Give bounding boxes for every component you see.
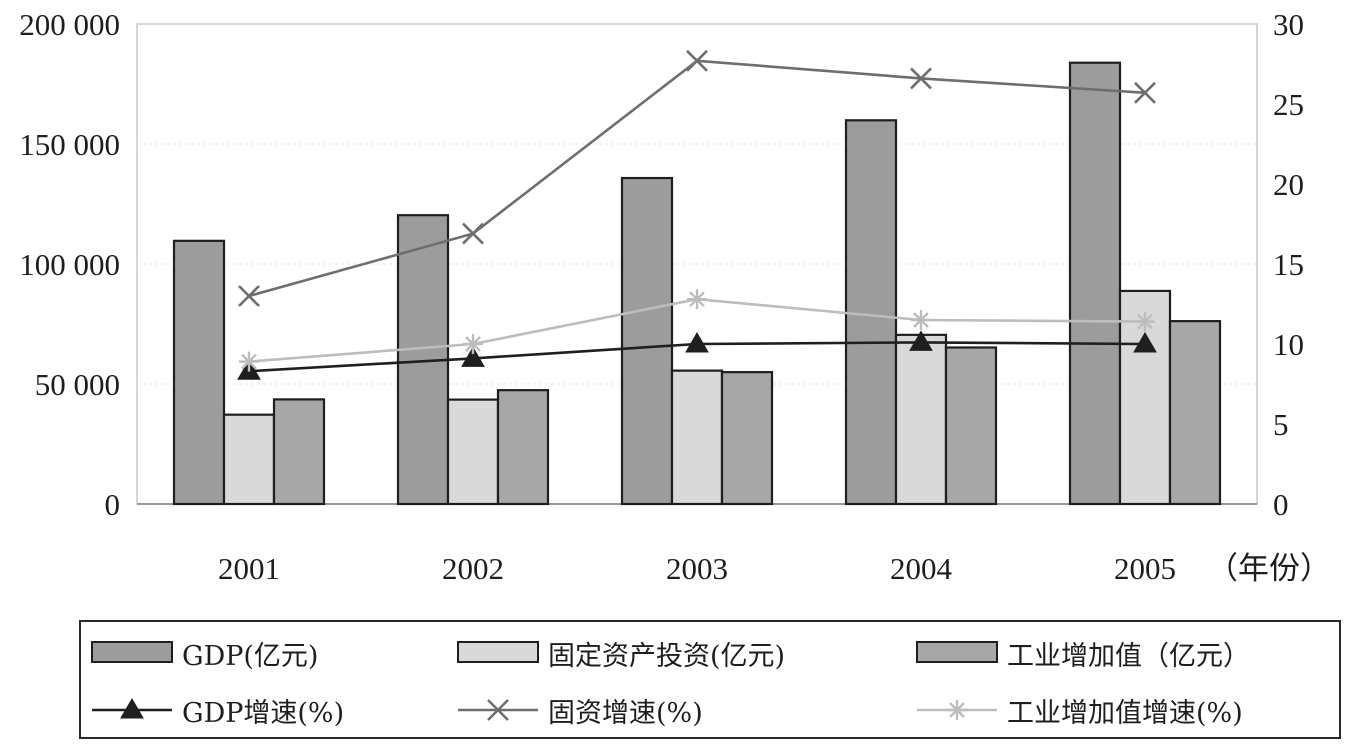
legend-label-industrial-value: 工业增加值（亿元） xyxy=(1007,641,1250,672)
legend-frame xyxy=(79,620,1341,739)
y-right-tick-label: 30 xyxy=(1273,7,1304,42)
line-point xyxy=(461,346,485,367)
x-tick-label: 2005 xyxy=(1114,551,1176,586)
bar xyxy=(222,413,276,506)
line-point xyxy=(909,330,933,351)
bar xyxy=(496,389,550,506)
y-right-tick-label: 15 xyxy=(1273,247,1304,282)
legend-symbols xyxy=(91,641,998,721)
line-point xyxy=(910,67,932,90)
line-point xyxy=(686,49,708,72)
line-point xyxy=(1135,311,1155,332)
line-point xyxy=(462,222,484,245)
line-point xyxy=(238,285,260,307)
y-left-tick-label: 0 xyxy=(105,487,121,522)
bar xyxy=(1168,320,1222,506)
y-right-tick-label: 0 xyxy=(1273,487,1289,522)
y-right-tick-label: 10 xyxy=(1273,327,1304,362)
legend-marker xyxy=(120,698,144,719)
legend-bar-swatch xyxy=(916,641,998,663)
bar xyxy=(894,333,948,506)
bar xyxy=(446,398,500,506)
bar xyxy=(620,176,674,506)
y-left-tick-label: 100 000 xyxy=(19,247,120,282)
y-left-tick-label: 50 000 xyxy=(35,367,120,402)
legend-label-gdp-growth: GDP增速(%) xyxy=(182,698,344,729)
line-layer xyxy=(237,49,1157,380)
y-right-tick-label: 5 xyxy=(1273,407,1289,442)
legend: GDP(亿元) 固定资产投资(亿元) 工业增加值（亿元） GDP增速(%) 固资… xyxy=(79,620,1341,739)
line-point xyxy=(687,289,707,310)
y-right-tick-label: 20 xyxy=(1273,167,1304,202)
bar xyxy=(172,239,226,506)
bar-layer xyxy=(172,61,1222,506)
legend-label-fixed-investment-growth: 固资增速(%) xyxy=(548,698,703,729)
line-point xyxy=(911,310,931,330)
x-axis-unit-label: （年份） xyxy=(1207,551,1331,586)
legend-bar-swatch xyxy=(91,641,173,663)
legend-bar-swatch xyxy=(457,641,539,663)
line-point xyxy=(685,332,709,353)
bar xyxy=(1068,61,1122,506)
legend-marker xyxy=(487,699,509,721)
legend-marker xyxy=(947,700,967,720)
bar xyxy=(720,371,774,506)
legend-label-industrial-growth: 工业增加值增速(%) xyxy=(1007,698,1243,729)
bar xyxy=(944,346,998,506)
line-point xyxy=(1134,81,1156,104)
y-right-tick-label: 25 xyxy=(1273,87,1304,122)
line-point xyxy=(239,351,259,372)
y-left-tick-label: 200 000 xyxy=(19,7,120,42)
line-point xyxy=(463,334,483,354)
x-tick-label: 2004 xyxy=(890,551,953,586)
legend-label-gdp: GDP(亿元) xyxy=(182,641,318,672)
y-left-tick-label: 150 000 xyxy=(19,127,120,162)
legend-label-fixed-investment: 固定资产投资(亿元) xyxy=(548,641,785,672)
x-tick-label: 2001 xyxy=(218,551,280,586)
bar xyxy=(272,398,326,506)
bar xyxy=(844,119,898,506)
axis-layer: 0 50 000 100 000 150 000 200 000 0 5 10 15 20 25 30… xyxy=(19,7,1304,586)
series-line xyxy=(248,59,1146,298)
x-tick-label: 2002 xyxy=(442,551,504,586)
line-point xyxy=(1133,332,1157,353)
x-tick-label: 2003 xyxy=(666,551,728,586)
bar xyxy=(670,369,724,506)
